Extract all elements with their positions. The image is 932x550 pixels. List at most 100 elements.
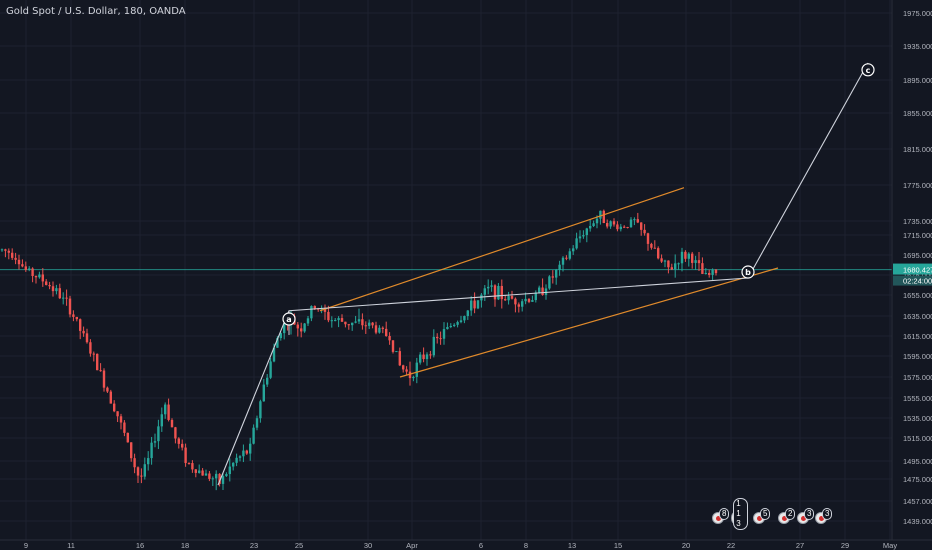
candle-body bbox=[466, 310, 469, 317]
candle-body bbox=[643, 229, 646, 234]
candle-body bbox=[259, 401, 262, 419]
candle-body bbox=[439, 338, 442, 340]
candle-body bbox=[177, 438, 180, 444]
last-price-label: 1680.427 bbox=[903, 266, 932, 275]
candle-body bbox=[436, 336, 439, 339]
candle-body bbox=[4, 249, 7, 251]
candle-body bbox=[92, 353, 95, 355]
candle-body bbox=[381, 327, 384, 329]
price-tick-label: 1655.000 bbox=[903, 291, 932, 300]
candle-body bbox=[133, 458, 136, 468]
wave-label-b: b bbox=[745, 268, 751, 277]
candle-body bbox=[170, 419, 174, 428]
candle-body bbox=[691, 253, 694, 263]
candle-body bbox=[497, 285, 500, 300]
candle-body bbox=[531, 300, 534, 302]
candle-body bbox=[28, 268, 31, 270]
candle-body bbox=[504, 299, 507, 301]
price-axis-bg bbox=[892, 0, 932, 550]
candle-body bbox=[619, 226, 622, 230]
candle-body bbox=[283, 323, 286, 334]
candle-body bbox=[7, 250, 10, 253]
candle-body bbox=[181, 443, 184, 448]
time-tick-label: 15 bbox=[614, 541, 622, 550]
candle-body bbox=[153, 441, 157, 443]
price-tick-label: 1515.000 bbox=[903, 434, 932, 443]
candle-body bbox=[626, 227, 629, 229]
candle-body bbox=[58, 288, 61, 299]
price-tick-label: 1575.000 bbox=[903, 373, 932, 382]
candle-body bbox=[395, 351, 398, 353]
candle-body bbox=[565, 257, 568, 259]
candle-body bbox=[385, 328, 388, 336]
candle-body bbox=[143, 464, 146, 477]
candle-body bbox=[684, 251, 687, 259]
event-count: 8 bbox=[719, 508, 730, 520]
economic-event-marker[interactable]: 8 bbox=[712, 508, 730, 525]
candle-body bbox=[123, 422, 126, 433]
candle-body bbox=[657, 248, 660, 259]
candle-body bbox=[510, 296, 514, 299]
candle-body bbox=[402, 365, 405, 370]
candle-body bbox=[187, 463, 191, 465]
candle-body bbox=[65, 297, 68, 299]
economic-event-marker[interactable]: 5 bbox=[753, 508, 771, 525]
price-tick-label: 1815.000 bbox=[903, 145, 932, 154]
price-tick-label: 1635.000 bbox=[903, 312, 932, 321]
time-tick-label: 30 bbox=[364, 541, 372, 550]
candle-body bbox=[701, 263, 704, 274]
wave-label-a-circle bbox=[282, 312, 296, 326]
time-tick-label: 20 bbox=[682, 541, 690, 550]
economic-event-marker[interactable]: 2 bbox=[778, 508, 796, 525]
candle-body bbox=[55, 288, 58, 292]
candle-body bbox=[561, 257, 565, 265]
candle-body bbox=[483, 288, 486, 295]
candle-body bbox=[0, 249, 4, 251]
candle-body bbox=[408, 371, 412, 379]
candle-body bbox=[164, 404, 167, 415]
candle-body bbox=[446, 327, 449, 330]
candle-body bbox=[136, 467, 140, 476]
candle-body bbox=[109, 391, 112, 404]
price-tick-label: 1475.000 bbox=[903, 475, 932, 484]
economic-event-marker[interactable]: 3 bbox=[815, 508, 833, 525]
countdown-label: 02:24:00 bbox=[903, 277, 932, 286]
candle-body bbox=[422, 354, 425, 360]
candle-body bbox=[558, 264, 561, 270]
price-axis[interactable]: 1439.000 1457.000 1475.000 1495.000 1515.000… bbox=[891, 0, 932, 550]
candle-body bbox=[578, 236, 582, 239]
candle-body bbox=[456, 322, 459, 325]
candle-body bbox=[575, 238, 578, 249]
economic-event-marker[interactable]: 1 1 3 bbox=[731, 498, 749, 530]
price-tick-label: 1439.000 bbox=[903, 517, 932, 526]
candle-body bbox=[606, 223, 609, 227]
candle-body bbox=[361, 319, 364, 326]
candle-body bbox=[555, 269, 558, 278]
candle-body bbox=[415, 362, 418, 377]
candle-body bbox=[106, 387, 109, 392]
candle-body bbox=[368, 322, 371, 326]
economic-event-marker[interactable]: 3 bbox=[797, 508, 815, 525]
candle-body bbox=[548, 276, 551, 289]
candle-body bbox=[72, 314, 75, 317]
candle-body bbox=[592, 223, 595, 227]
candle-body bbox=[215, 473, 218, 479]
candle-body bbox=[266, 377, 269, 385]
candle-body bbox=[405, 369, 408, 372]
candle-body bbox=[476, 300, 480, 309]
candle-body bbox=[517, 304, 520, 307]
candle-body bbox=[228, 466, 231, 475]
candle-body bbox=[249, 443, 252, 454]
candle-body bbox=[140, 475, 143, 477]
candle-body bbox=[279, 333, 282, 339]
time-axis[interactable]: 9 11 16 18 23 25 30 Apr 6 8 13 15 20 22 27 29 May bbox=[0, 539, 932, 550]
candle-body bbox=[99, 370, 102, 372]
candle-body bbox=[79, 319, 82, 331]
candle-body bbox=[45, 281, 48, 285]
candle-body bbox=[85, 333, 89, 343]
candle-body bbox=[650, 243, 653, 248]
candle-body bbox=[340, 318, 344, 322]
candle-body bbox=[432, 336, 435, 356]
candle-body bbox=[612, 221, 616, 225]
